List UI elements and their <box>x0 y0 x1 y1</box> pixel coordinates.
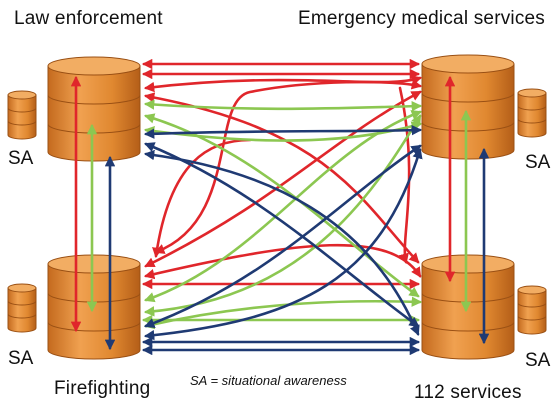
firefighting-label: Firefighting <box>54 378 151 399</box>
connector-arrow <box>398 86 411 265</box>
connector-arrow <box>143 125 423 139</box>
connector-arrow <box>143 149 420 336</box>
112-services-sa-icon <box>517 285 547 335</box>
law-enforcement-database-icon <box>47 56 141 162</box>
law-enforcement-label: Law enforcement <box>14 8 163 29</box>
emergency-medical-sa-icon <box>517 88 547 138</box>
sa-label-112-services: SA <box>525 350 551 371</box>
connector-arrow <box>143 296 423 330</box>
firefighting-database-icon <box>47 254 141 360</box>
firefighting-sa-icon <box>7 283 37 333</box>
legend-sa-definition: SA = situational awareness <box>190 373 347 388</box>
emergency-medical-services-label: Emergency medical services <box>298 8 546 29</box>
law-enforcement-sa-icon <box>7 90 37 140</box>
sa-label-firefighting: SA <box>8 348 34 369</box>
112-services-database-icon <box>421 254 515 360</box>
sa-label-emergency-medical: SA <box>525 152 551 173</box>
emergency-medical-database-icon <box>421 54 515 160</box>
sa-label-law-enforcement: SA <box>8 148 34 169</box>
connector-arrow <box>143 99 423 112</box>
112-services-label: 112 services <box>414 382 522 403</box>
